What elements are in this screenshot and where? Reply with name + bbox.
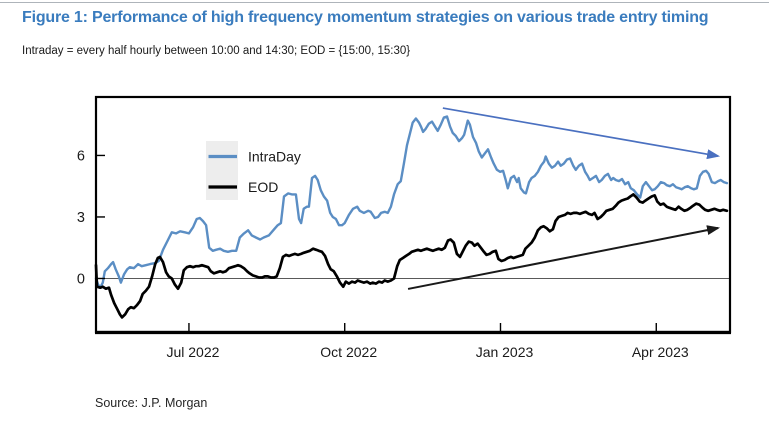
intraday-trend-arrow <box>442 107 721 160</box>
x-axis-label: Oct 2022 <box>320 344 377 360</box>
y-axis-label: 6 <box>77 148 85 164</box>
x-axis-label: Apr 2023 <box>632 344 689 360</box>
eod-trend-arrow <box>407 225 721 290</box>
x-axis-label: Jan 2023 <box>476 344 534 360</box>
figure-subtitle: Intraday = every half hourly between 10:… <box>22 45 411 57</box>
top-divider <box>0 2 769 3</box>
intraday-series-line <box>94 115 729 289</box>
y-axis-label: 0 <box>77 271 85 287</box>
x-axis-label: Jul 2022 <box>166 344 219 360</box>
legend-label-eod: EOD <box>248 179 278 195</box>
y-axis-label: 3 <box>77 210 85 226</box>
figure-title: Figure 1: Performance of high frequency … <box>22 9 709 26</box>
plot-border <box>94 95 732 334</box>
legend-background <box>206 141 238 200</box>
legend-label-intraday: IntraDay <box>248 149 301 165</box>
source-note: Source: J.P. Morgan <box>95 396 208 410</box>
eod-series-line <box>94 193 729 319</box>
